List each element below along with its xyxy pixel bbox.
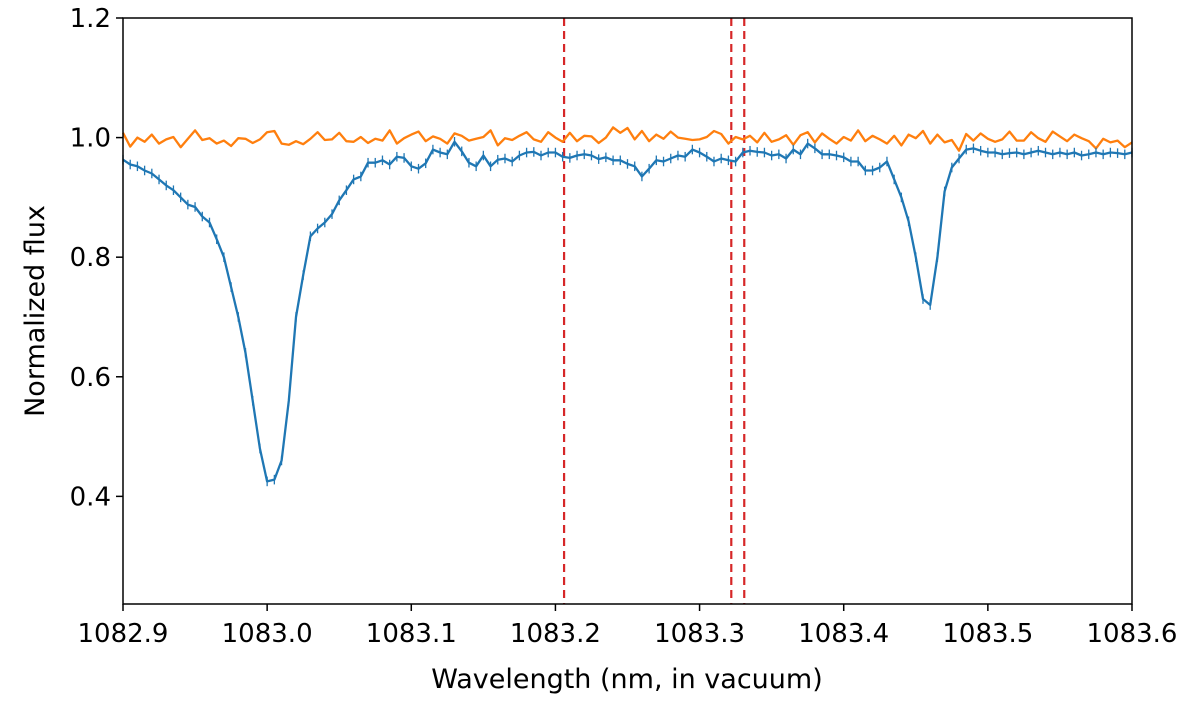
x-tick-label: 1083.6 (1087, 619, 1178, 649)
y-tick-label: 0.4 (70, 482, 111, 512)
x-tick-label: 1083.4 (798, 619, 889, 649)
x-tick-label: 1083.5 (942, 619, 1033, 649)
y-tick-label: 0.6 (70, 363, 111, 393)
plot-frame (122, 17, 1133, 605)
series-0 (121, 126, 1133, 152)
y-tick-label: 1.2 (70, 4, 111, 34)
x-axis-label: Wavelength (nm, in vacuum) (431, 664, 823, 695)
series-1-line (122, 140, 1133, 483)
y-tick-label: 0.8 (70, 243, 111, 273)
y-axis: 0.4 0.6 0.8 1.0 1.2 (70, 4, 123, 512)
x-tick-label: 1083.0 (222, 619, 313, 649)
y-axis-label: Normalized flux (20, 205, 51, 417)
reference-lines (562, 18, 746, 604)
x-tick-label: 1083.2 (510, 619, 601, 649)
x-tick-label: 1082.9 (78, 619, 169, 649)
x-tick-label: 1083.1 (366, 619, 457, 649)
series-0-line (121, 126, 1133, 152)
series-1 (122, 136, 1133, 487)
series-layer (121, 126, 1133, 487)
x-axis: 1082.9 1083.0 1083.1 1083.2 1083.3 1083.4 1083… (78, 604, 1178, 649)
y-tick-label: 1.0 (70, 124, 111, 154)
x-tick-label: 1083.3 (654, 619, 745, 649)
